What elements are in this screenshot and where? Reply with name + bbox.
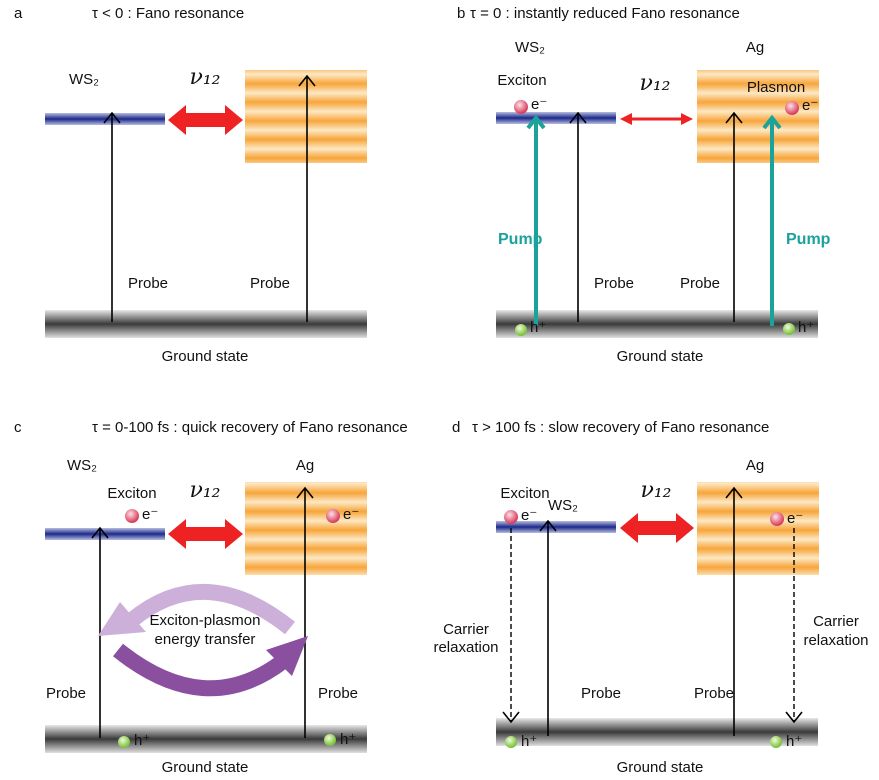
ag-band [245, 482, 367, 575]
hole [770, 736, 782, 748]
panel-letter: b [457, 5, 465, 22]
hole [515, 324, 527, 336]
probe-arrow [540, 521, 556, 736]
ws2-label: WS₂ [515, 39, 545, 56]
ag-band [245, 70, 367, 163]
electron [326, 509, 340, 523]
coupling-arrow [620, 113, 693, 125]
coupling-label: ν₁₂ [639, 71, 670, 96]
transfer-label: Exciton-plasmon [150, 612, 261, 629]
coupling-arrow [168, 105, 243, 135]
electron-label: e⁻ [521, 507, 537, 524]
ws2-band [496, 112, 616, 124]
hole-label: h⁺ [786, 733, 802, 750]
probe-arrow [104, 113, 120, 322]
electron [770, 512, 784, 526]
panel-title: τ = 0-100 fs : quick recovery of Fano re… [92, 419, 408, 436]
panel-letter: c [14, 419, 22, 436]
ground-band [496, 718, 818, 746]
relaxation-label: relaxation [803, 632, 868, 649]
plasmon-label: Plasmon [747, 79, 805, 96]
coupling-arrow [168, 519, 243, 549]
panel-c: c τ = 0-100 fs : quick recovery of Fano … [14, 419, 408, 776]
electron-label: e⁻ [531, 96, 547, 113]
hole [505, 736, 517, 748]
probe-label: Probe [680, 275, 720, 292]
pump-arrow [528, 118, 544, 326]
diagram: a τ < 0 : Fano resonance WS₂ Ag ν₁₂ Prob… [0, 0, 879, 780]
ground-label: Ground state [617, 759, 704, 776]
ground-label: Ground state [617, 348, 704, 365]
ground-band [45, 725, 367, 753]
electron-label: e⁻ [787, 510, 803, 527]
panel-letter: d [452, 419, 460, 436]
ag-label: Ag [296, 457, 314, 474]
ag-label: Ag [746, 457, 764, 474]
coupling-label: ν₁₂ [189, 65, 220, 90]
ag-label: Ag [746, 39, 764, 56]
electron [504, 510, 518, 524]
exciton-label: Exciton [107, 485, 156, 502]
ag-band [697, 482, 819, 575]
probe-label: Probe [128, 275, 168, 292]
panel-letter: a [14, 5, 23, 22]
relaxation-label: relaxation [433, 639, 498, 656]
panel-b: b τ = 0 : instantly reduced Fano resonan… [457, 5, 831, 365]
probe-label: Probe [594, 275, 634, 292]
ws2-label: WS₂ [67, 457, 97, 474]
probe-label: Probe [46, 685, 86, 702]
electron [125, 509, 139, 523]
probe-label: Probe [581, 685, 621, 702]
pump-label: Pump [498, 231, 543, 248]
probe-label: Probe [318, 685, 358, 702]
probe-arrow [570, 113, 586, 322]
electron-label: e⁻ [142, 506, 158, 523]
panel-a: a τ < 0 : Fano resonance WS₂ Ag ν₁₂ Prob… [14, 5, 367, 365]
electron [514, 100, 528, 114]
hole-label: h⁺ [530, 319, 546, 336]
relaxation-label: Carrier [813, 613, 859, 630]
panel-title: τ = 0 : instantly reduced Fano resonance [470, 5, 740, 22]
hole-label: h⁺ [521, 733, 537, 750]
hole-label: h⁺ [340, 731, 356, 748]
pump-label: Pump [786, 231, 831, 248]
electron-label: e⁻ [802, 97, 818, 114]
coupling-arrow [620, 513, 694, 543]
hole [324, 734, 336, 746]
ground-band [45, 310, 367, 338]
ws2-label: WS₂ [69, 71, 99, 88]
hole-label: h⁺ [134, 732, 150, 749]
panel-d: d τ > 100 fs : slow recovery of Fano res… [433, 419, 868, 776]
probe-label: Probe [694, 685, 734, 702]
panel-title: τ > 100 fs : slow recovery of Fano reson… [472, 419, 769, 436]
transfer-arrow [118, 650, 282, 688]
ground-label: Ground state [162, 348, 249, 365]
relaxation-label: Carrier [443, 621, 489, 638]
electron-label: e⁻ [343, 506, 359, 523]
coupling-label: ν₁₂ [189, 478, 220, 503]
hole [118, 736, 130, 748]
hole-label: h⁺ [798, 319, 814, 336]
hole [783, 323, 795, 335]
panel-title: τ < 0 : Fano resonance [92, 5, 244, 22]
transfer-label: energy transfer [155, 631, 256, 648]
probe-label: Probe [250, 275, 290, 292]
ws2-band [45, 113, 165, 125]
electron [785, 101, 799, 115]
exciton-label: Exciton [497, 72, 546, 89]
ws2-label: WS₂ [548, 497, 578, 514]
coupling-label: ν₁₂ [640, 478, 671, 503]
ground-label: Ground state [162, 759, 249, 776]
exciton-label: Exciton [500, 485, 549, 502]
